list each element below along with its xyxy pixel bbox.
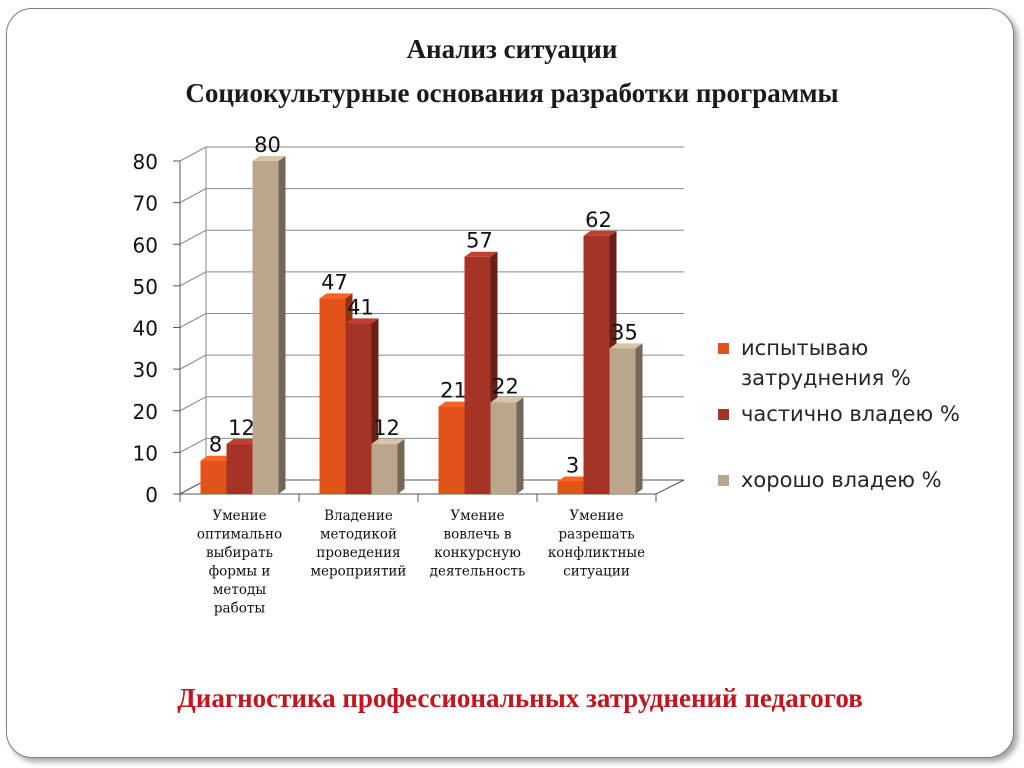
x-category-label: Умение xyxy=(569,508,623,524)
bar-side xyxy=(278,156,286,494)
grid-diagonal xyxy=(179,146,207,162)
legend-label-good: хорошо владею % xyxy=(741,468,942,492)
bar xyxy=(557,481,584,494)
x-category-label: методы xyxy=(213,582,266,598)
x-category-label: вовлечь в xyxy=(443,527,511,543)
bar-top xyxy=(371,439,405,445)
x-category-label: мероприятий xyxy=(311,564,407,580)
bar-top xyxy=(226,439,260,445)
y-tick-label: 70 xyxy=(133,192,158,216)
x-category-label: методикой xyxy=(320,527,397,543)
bar xyxy=(200,460,227,494)
x-category-label: Владение xyxy=(324,508,393,524)
bar xyxy=(252,161,279,494)
grid-diagonal xyxy=(179,229,207,245)
data-label: 41 xyxy=(347,295,374,319)
legend-swatch-good xyxy=(718,475,729,486)
bar xyxy=(345,323,372,494)
x-category-label: деятельность xyxy=(430,564,526,580)
bar-top xyxy=(490,397,524,403)
bar xyxy=(464,256,491,494)
bar-side xyxy=(397,439,405,494)
page-title: Анализ ситуации xyxy=(406,34,618,64)
data-label: 3 xyxy=(566,454,579,478)
data-label: 12 xyxy=(373,416,400,440)
x-category-label: Умение xyxy=(450,508,504,524)
x-category-label: ситуации xyxy=(563,564,630,580)
y-tick-label: 20 xyxy=(133,400,158,424)
y-tick-label: 10 xyxy=(133,441,158,465)
y-tick-label: 50 xyxy=(133,275,158,299)
grid-diagonal xyxy=(179,354,207,370)
bar xyxy=(319,298,346,494)
bar xyxy=(609,348,636,494)
data-label: 57 xyxy=(466,229,493,253)
bar xyxy=(438,406,465,494)
bar-top xyxy=(464,251,498,257)
y-tick-label: 40 xyxy=(133,317,158,341)
x-category-label: разрешать xyxy=(558,527,634,543)
x-category-label: выбирать xyxy=(206,545,273,561)
bar-top xyxy=(609,343,643,349)
x-category-label: проведения xyxy=(316,545,400,561)
bar-top xyxy=(319,293,353,299)
y-tick-label: 60 xyxy=(133,233,158,257)
y-tick-label: 30 xyxy=(133,358,158,382)
y-tick-label: 80 xyxy=(133,150,158,174)
slide-frame xyxy=(6,8,1014,758)
bar xyxy=(371,444,398,494)
data-label: 62 xyxy=(585,208,612,232)
legend-label-difficulty-line2: затруднения % xyxy=(741,366,911,390)
data-label: 35 xyxy=(611,320,638,344)
bar xyxy=(226,444,253,494)
data-label: 12 xyxy=(228,416,255,440)
bar-top xyxy=(557,476,591,482)
bar-top xyxy=(345,318,379,324)
bar xyxy=(490,402,517,494)
x-category-label: оптимально xyxy=(197,527,282,543)
legend-swatch-difficulty xyxy=(718,343,729,354)
bar-side xyxy=(635,343,643,494)
bar-side xyxy=(516,397,524,494)
y-tick-label: 0 xyxy=(145,483,158,507)
bar-top xyxy=(438,401,472,407)
data-label: 21 xyxy=(440,379,467,403)
page-subtitle: Социокультурные основания разработки про… xyxy=(185,78,839,108)
legend-label-partial: частично владею % xyxy=(741,402,960,426)
x-category-label: формы и xyxy=(209,564,271,580)
grid-diagonal xyxy=(179,437,207,453)
data-label: 80 xyxy=(254,133,281,157)
x-category-label: конкурсную xyxy=(434,545,521,561)
x-category-label: конфликтные xyxy=(548,545,645,561)
grid-diagonal xyxy=(179,396,207,412)
legend-swatch-partial xyxy=(718,409,729,420)
footer-caption: Диагностика профессиональных затруднений… xyxy=(177,683,863,713)
grid-diagonal xyxy=(179,188,207,204)
grid-diagonal xyxy=(179,271,207,287)
x-category-label: Умение xyxy=(212,508,266,524)
bar-top xyxy=(200,455,234,461)
bar-top xyxy=(252,156,286,161)
data-label: 22 xyxy=(492,374,519,398)
bar xyxy=(583,235,610,495)
bar-top xyxy=(583,230,617,236)
data-label: 47 xyxy=(321,270,348,294)
data-label: 8 xyxy=(209,433,222,457)
grid-diagonal xyxy=(179,313,207,328)
x-category-label: работы xyxy=(214,601,265,617)
legend-label-difficulty-line1: испытываю xyxy=(741,336,869,360)
